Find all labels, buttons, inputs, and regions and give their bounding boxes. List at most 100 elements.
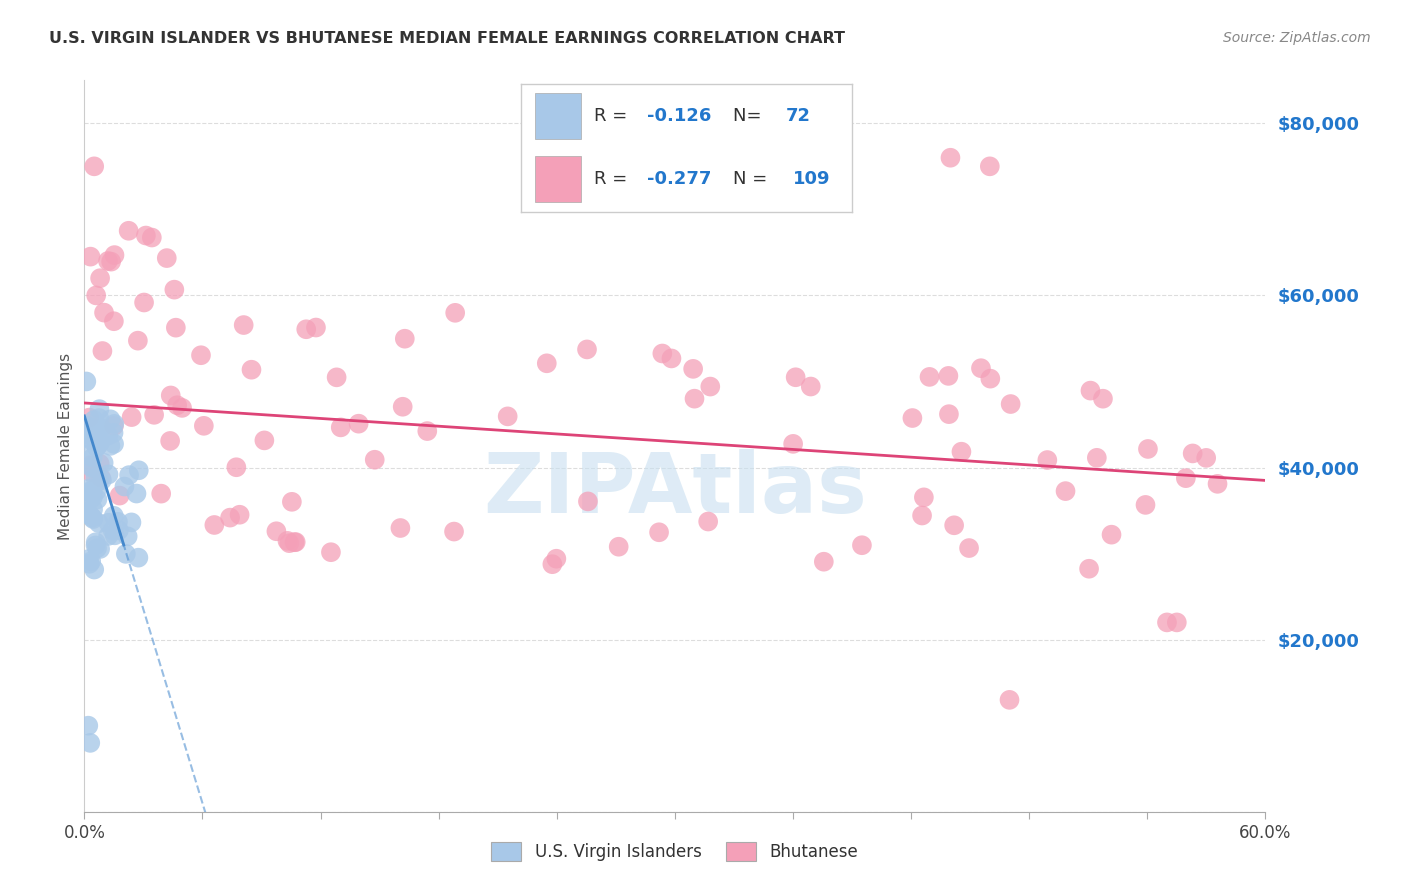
Point (364, 452, 387, 467)
Point (127, 550, 149, 565)
Point (97, 529, 120, 543)
Point (103, 314, 125, 328)
Point (1135, 498, 1157, 512)
Point (82, 510, 104, 524)
Point (546, 551, 568, 566)
Y-axis label: Median Female Earnings: Median Female Earnings (58, 352, 73, 540)
Point (89, 271, 111, 285)
Point (80, 486, 103, 500)
Point (851, 538, 873, 552)
Point (83, 426, 105, 441)
Point (91, 344, 114, 359)
Point (76, 430, 98, 444)
Point (82, 450, 104, 465)
Point (347, 417, 370, 431)
Point (576, 494, 599, 508)
Point (108, 489, 131, 503)
Point (912, 491, 935, 505)
Point (103, 437, 125, 451)
Point (295, 322, 318, 336)
Point (112, 479, 135, 493)
Point (87, 516, 110, 531)
Point (785, 370, 807, 384)
Point (159, 388, 181, 402)
Point (699, 379, 721, 393)
Point (79, 508, 101, 522)
Point (104, 528, 127, 542)
Text: U.S. VIRGIN ISLANDER VS BHUTANESE MEDIAN FEMALE EARNINGS CORRELATION CHART: U.S. VIRGIN ISLANDER VS BHUTANESE MEDIAN… (49, 31, 845, 46)
Point (107, 515, 129, 529)
Point (1000, 397, 1022, 411)
Point (128, 463, 150, 477)
Point (79, 426, 101, 441)
Point (103, 508, 125, 523)
Point (80, 465, 103, 479)
Point (82, 484, 104, 499)
Point (219, 510, 242, 524)
Point (90, 421, 112, 435)
Point (103, 418, 125, 433)
Point (84, 538, 107, 552)
Point (394, 332, 416, 346)
Point (100, 254, 122, 268)
Point (576, 343, 599, 357)
Point (82, 430, 104, 444)
Point (536, 356, 558, 370)
Point (80, 554, 103, 568)
Point (86, 541, 108, 556)
Point (84, 484, 107, 499)
Point (83, 563, 105, 577)
Point (1085, 450, 1108, 465)
Point (121, 410, 143, 425)
Point (127, 334, 149, 348)
Point (77, 482, 100, 496)
Point (276, 533, 298, 548)
Point (159, 434, 181, 448)
Point (683, 392, 706, 406)
Point (281, 495, 304, 509)
Point (100, 412, 122, 426)
Point (79, 736, 101, 750)
Point (84, 535, 107, 549)
Point (901, 411, 924, 425)
Point (150, 486, 173, 500)
Point (77, 719, 100, 733)
Point (1206, 476, 1229, 491)
Point (278, 536, 301, 550)
Point (651, 346, 673, 360)
Point (190, 348, 212, 362)
Point (115, 547, 138, 561)
Point (697, 515, 720, 529)
Point (89, 541, 111, 556)
Point (79, 458, 101, 472)
Point (141, 230, 163, 244)
Point (232, 318, 254, 332)
Point (125, 486, 148, 500)
Text: ZIPAtlas: ZIPAtlas (482, 450, 868, 531)
Text: Source: ZipAtlas.com: Source: ZipAtlas.com (1223, 31, 1371, 45)
Point (118, 468, 141, 483)
Point (166, 398, 188, 412)
Point (82, 490, 104, 504)
Point (83, 159, 105, 173)
Point (97, 428, 120, 442)
Point (100, 439, 122, 453)
Point (283, 535, 305, 549)
Point (970, 361, 993, 376)
Point (132, 295, 155, 310)
Point (782, 437, 804, 451)
Point (82, 512, 104, 526)
Point (253, 434, 276, 448)
Point (79, 433, 101, 447)
Point (284, 535, 307, 549)
Point (80, 460, 103, 475)
Point (329, 420, 352, 434)
Point (79, 491, 101, 506)
Point (661, 351, 683, 366)
Point (225, 460, 247, 475)
Point (607, 540, 630, 554)
Point (911, 508, 934, 523)
Point (979, 371, 1001, 385)
Point (84, 470, 107, 484)
Point (82, 421, 104, 435)
